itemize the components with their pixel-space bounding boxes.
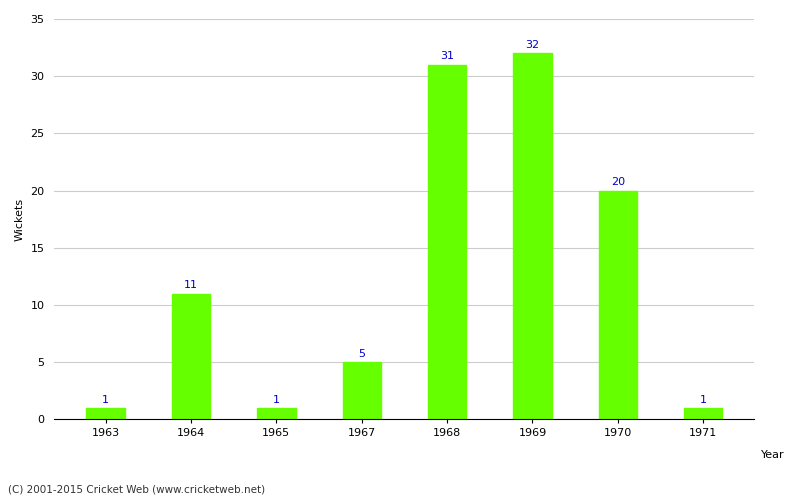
Text: Year: Year bbox=[762, 450, 785, 460]
Text: 5: 5 bbox=[358, 349, 366, 359]
Text: 1: 1 bbox=[102, 394, 109, 404]
Bar bbox=[342, 362, 381, 420]
Bar bbox=[257, 408, 295, 420]
Text: 31: 31 bbox=[440, 52, 454, 62]
Text: 20: 20 bbox=[610, 177, 625, 187]
Text: 1: 1 bbox=[700, 394, 706, 404]
Bar bbox=[514, 54, 552, 420]
Text: 1: 1 bbox=[273, 394, 280, 404]
Text: (C) 2001-2015 Cricket Web (www.cricketweb.net): (C) 2001-2015 Cricket Web (www.cricketwe… bbox=[8, 485, 265, 495]
Bar bbox=[598, 190, 637, 420]
Bar bbox=[684, 408, 722, 420]
Y-axis label: Wickets: Wickets bbox=[15, 198, 25, 241]
Bar bbox=[172, 294, 210, 420]
Bar bbox=[86, 408, 125, 420]
Text: 11: 11 bbox=[184, 280, 198, 290]
Bar bbox=[428, 65, 466, 420]
Text: 32: 32 bbox=[526, 40, 539, 50]
